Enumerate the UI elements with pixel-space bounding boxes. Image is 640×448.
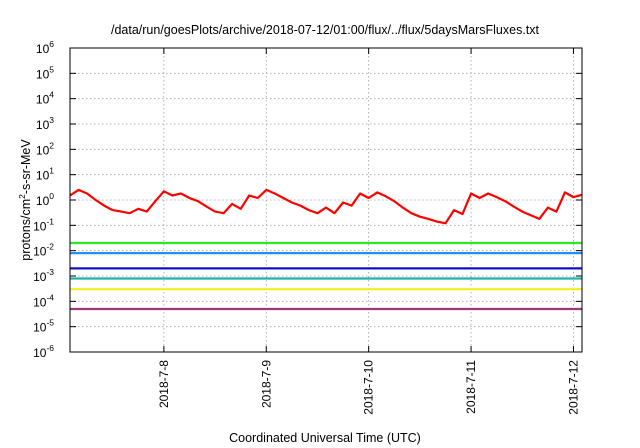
y-tick-label: 10-3	[33, 267, 54, 284]
grid-lines	[70, 48, 582, 352]
x-axis-label: Coordinated Universal Time (UTC)	[229, 431, 421, 445]
x-tick-label: 2018-7-12	[566, 360, 580, 415]
y-tick-label: 10-6	[33, 343, 54, 360]
y-axis-ticks: 106 105 104 103 102 101 100 10-1 10-2 10-3 10-4 10-…	[33, 39, 582, 360]
y-tick-label: 10-5	[33, 318, 54, 335]
y-tick-label: 102	[36, 140, 54, 157]
series-line-0	[69, 188, 583, 225]
x-tick-label: 2018-7-8	[157, 360, 171, 408]
y-tick-label: 104	[36, 90, 54, 107]
y-tick-label: 10-4	[33, 292, 54, 309]
y-tick-label: 10-1	[33, 216, 54, 233]
y-tick-label: 101	[36, 166, 54, 183]
y-tick-label: 100	[36, 191, 54, 208]
y-axis-label: protons/cm2-s-sr-MeV	[17, 139, 33, 261]
y-tick-label: 103	[36, 115, 54, 132]
series-layer	[69, 188, 583, 311]
y-tick-label: 106	[36, 39, 54, 56]
x-tick-label: 2018-7-10	[362, 360, 376, 415]
y-tick-label: 105	[36, 64, 54, 81]
y-tick-label: 10-2	[33, 242, 54, 259]
x-axis-ticks: 2018-7-8 2018-7-9 2018-7-10 2018-7-11 2018-7…	[157, 48, 580, 415]
x-tick-label: 2018-7-9	[259, 360, 273, 408]
x-tick-label: 2018-7-11	[464, 360, 478, 414]
chart-title: /data/run/goesPlots/archive/2018-07-12/0…	[111, 23, 540, 37]
